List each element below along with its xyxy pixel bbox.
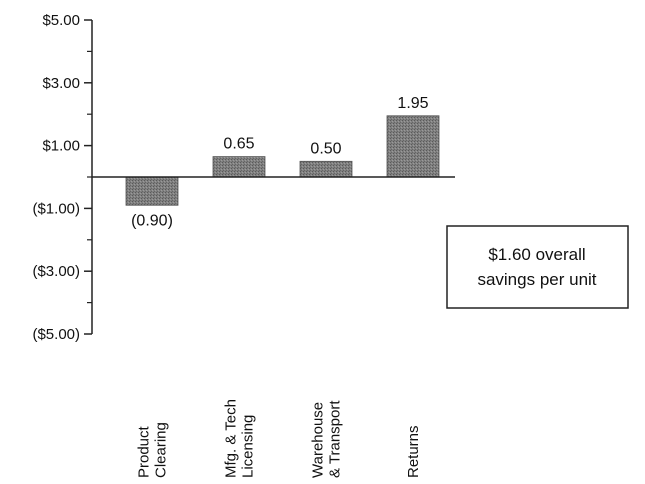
data-labels: (0.90) 0.65 0.50 1.95 [131, 95, 429, 229]
data-label: 0.50 [310, 140, 341, 157]
category-label-line: Licensing [240, 415, 257, 478]
category-label: Warehouse & Transport [310, 400, 344, 478]
y-tick-label: ($1.00) [32, 200, 80, 217]
savings-note-box [446, 225, 629, 309]
category-label-line: Warehouse [310, 402, 327, 478]
category-label-line: Returns [405, 425, 422, 478]
bar [299, 160, 353, 178]
y-tick-label: $1.00 [42, 138, 80, 155]
bars [125, 115, 440, 206]
savings-note-line-1: $1.60 overall [488, 245, 585, 264]
y-tick-label: $5.00 [42, 12, 80, 29]
category-label-line: Product [136, 425, 153, 478]
bar [212, 156, 266, 178]
y-tick-label: $3.00 [42, 75, 80, 92]
savings-note: $1.60 overall savings per unit [446, 225, 629, 309]
y-tick-label: ($3.00) [32, 263, 80, 280]
savings-note-line-2: savings per unit [477, 270, 596, 289]
data-label: (0.90) [131, 212, 173, 229]
category-label: Returns [405, 425, 422, 478]
y-tick-label: ($5.00) [32, 326, 80, 343]
y-axis: $5.00 $3.00 $1.00 ($1.00) ($3.00) ($5.00) [32, 12, 93, 343]
category-label-line: Clearing [153, 422, 170, 478]
category-label-line: & Transport [327, 400, 344, 478]
category-label: Product Clearing [136, 422, 170, 478]
category-label: Mfg. & Tech Licensing [223, 399, 257, 478]
data-label: 0.65 [223, 136, 254, 153]
bar [386, 115, 440, 178]
bar [125, 176, 179, 206]
category-labels: Product Clearing Mfg. & Tech Licensing Wareh… [136, 399, 423, 478]
data-label: 1.95 [397, 95, 428, 112]
category-label-line: Mfg. & Tech [223, 399, 240, 478]
